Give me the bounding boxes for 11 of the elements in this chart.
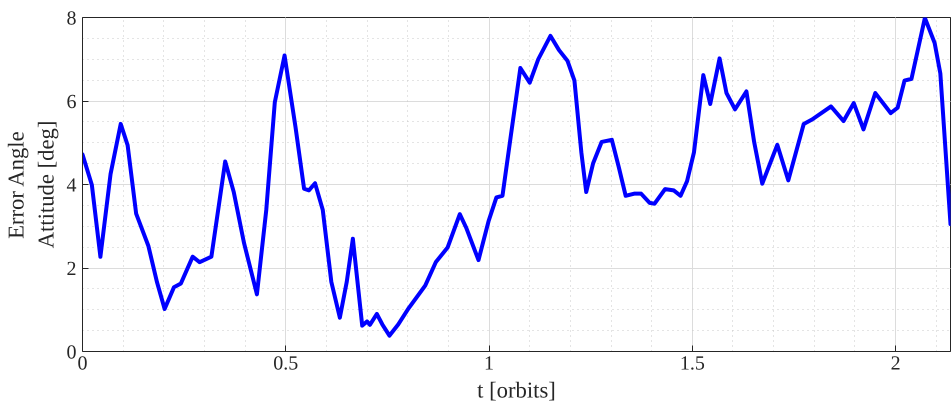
x-axis-title: t [orbits]: [477, 378, 556, 402]
x-tick-label: 0.5: [273, 352, 298, 374]
y-axis-title: Error Angle Attitude [deg]: [4, 120, 58, 248]
y-tick-label: 6: [66, 91, 76, 113]
y-tick-label: 2: [66, 258, 76, 280]
x-tick-label: 2: [890, 352, 901, 374]
line-series: [82, 18, 950, 338]
y-tick-label: 4: [66, 174, 76, 196]
x-tick-label: 1.5: [680, 352, 705, 374]
y-tick-label: 8: [66, 8, 76, 30]
x-tick-label: 1: [484, 352, 494, 374]
